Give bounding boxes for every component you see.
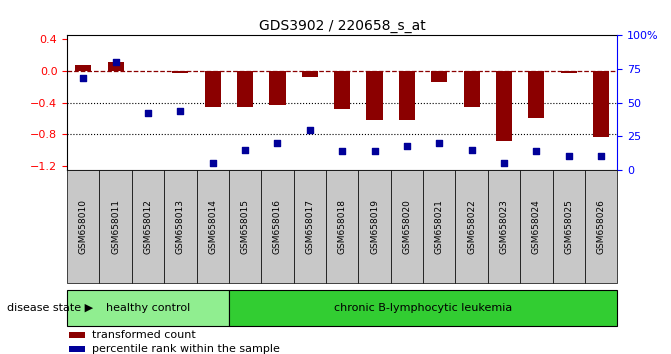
Text: GSM658023: GSM658023 <box>499 199 509 254</box>
Text: GSM658024: GSM658024 <box>532 199 541 254</box>
Text: GSM658025: GSM658025 <box>564 199 573 254</box>
Text: GSM658022: GSM658022 <box>467 199 476 254</box>
Text: GSM658014: GSM658014 <box>208 199 217 254</box>
Text: GSM658017: GSM658017 <box>305 199 314 254</box>
Title: GDS3902 / 220658_s_at: GDS3902 / 220658_s_at <box>259 19 425 33</box>
Text: GSM658013: GSM658013 <box>176 199 185 254</box>
Bar <box>593 71 609 137</box>
Point <box>110 59 121 65</box>
Bar <box>302 71 318 76</box>
Point <box>272 140 283 146</box>
Point <box>466 147 477 153</box>
Point <box>305 127 315 132</box>
Text: GSM658012: GSM658012 <box>144 199 152 254</box>
Text: GSM658026: GSM658026 <box>597 199 606 254</box>
Bar <box>107 62 123 71</box>
Bar <box>561 71 577 73</box>
Text: healthy control: healthy control <box>106 303 190 313</box>
Text: GSM658015: GSM658015 <box>241 199 250 254</box>
Text: GSM658016: GSM658016 <box>273 199 282 254</box>
Bar <box>269 71 286 105</box>
Text: GSM658020: GSM658020 <box>403 199 411 254</box>
Bar <box>205 71 221 107</box>
Point <box>564 154 574 159</box>
Text: GSM658021: GSM658021 <box>435 199 444 254</box>
Point <box>175 108 186 114</box>
Point <box>596 154 607 159</box>
Text: GSM658018: GSM658018 <box>338 199 347 254</box>
Bar <box>431 71 448 82</box>
Text: chronic B-lymphocytic leukemia: chronic B-lymphocytic leukemia <box>334 303 512 313</box>
Point <box>401 143 412 149</box>
Text: transformed count: transformed count <box>92 330 196 339</box>
Bar <box>528 71 544 119</box>
Text: GSM658011: GSM658011 <box>111 199 120 254</box>
Bar <box>334 71 350 109</box>
Text: disease state ▶: disease state ▶ <box>7 303 93 313</box>
Point <box>499 160 509 166</box>
Bar <box>75 65 91 71</box>
Bar <box>237 71 253 107</box>
Point <box>143 110 154 116</box>
Bar <box>172 71 189 73</box>
Point <box>531 148 541 154</box>
Text: GSM658010: GSM658010 <box>79 199 88 254</box>
Point <box>240 147 250 153</box>
Point <box>78 76 89 81</box>
Text: percentile rank within the sample: percentile rank within the sample <box>92 344 280 354</box>
Bar <box>366 71 382 120</box>
Point <box>434 140 445 146</box>
Point <box>337 148 348 154</box>
Bar <box>464 71 480 107</box>
Bar <box>399 71 415 120</box>
Bar <box>496 71 512 141</box>
Text: GSM658019: GSM658019 <box>370 199 379 254</box>
Point <box>207 160 218 166</box>
Point <box>369 148 380 154</box>
